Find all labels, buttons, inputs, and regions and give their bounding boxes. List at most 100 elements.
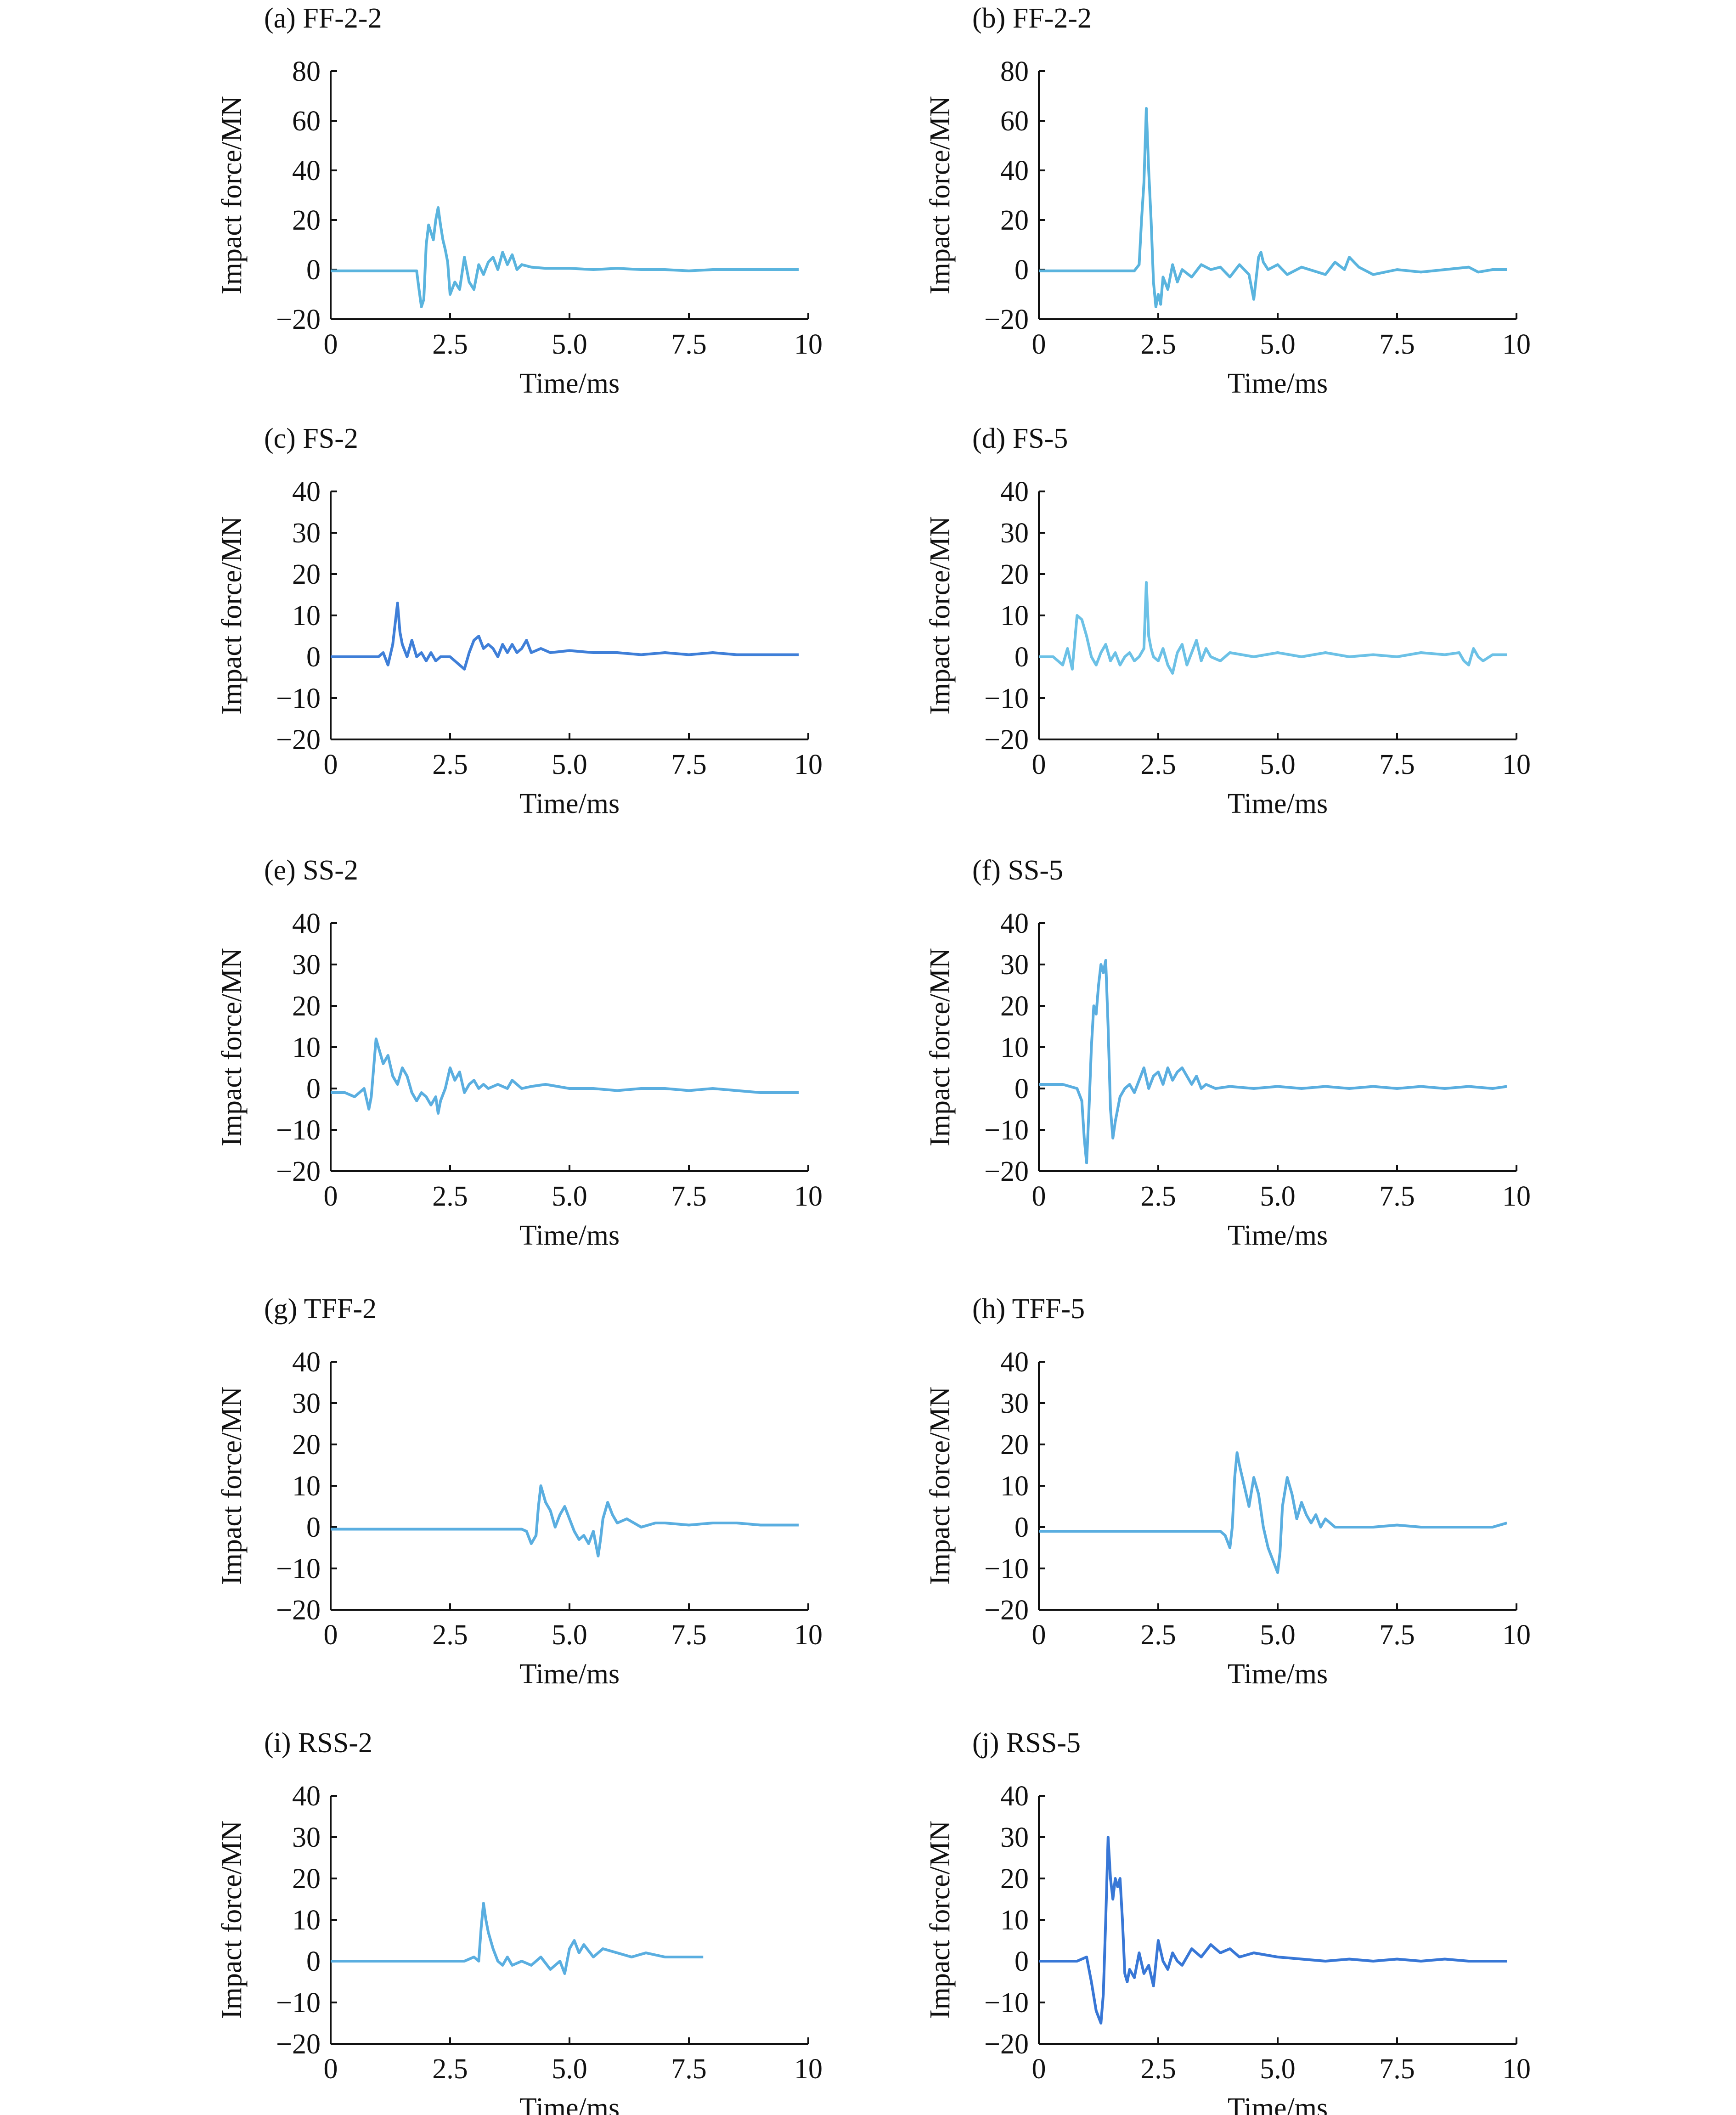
y-tick-label: 60	[292, 106, 321, 137]
y-tick-label: 40	[1000, 1781, 1029, 1812]
x-tick-label: 0	[1032, 1619, 1046, 1651]
y-tick-label: 10	[292, 600, 321, 632]
y-tick-label: −20	[276, 724, 321, 756]
y-tick-label: 20	[1000, 559, 1029, 590]
y-tick-label: 40	[292, 155, 321, 186]
y-tick-label: −10	[276, 1987, 321, 2019]
y-tick-label: 20	[1000, 991, 1029, 1022]
panel-title: (e) SS-2	[264, 855, 358, 886]
x-tick-label: 2.5	[432, 749, 468, 780]
y-tick-label: 80	[1000, 56, 1029, 87]
x-axis-label: Time/ms	[519, 2092, 620, 2115]
y-axis-label: Impact force/MN	[924, 516, 956, 715]
y-tick-label: 20	[292, 1863, 321, 1895]
y-tick-label: 0	[1015, 254, 1029, 286]
x-tick-label: 7.5	[1379, 329, 1415, 360]
y-tick-label: 20	[292, 205, 321, 236]
series-line	[331, 1038, 799, 1115]
x-tick-label: 5.0	[552, 329, 587, 360]
x-tick-label: 0	[324, 2053, 338, 2085]
x-tick-label: 0	[324, 1181, 338, 1212]
y-tick-label: −10	[276, 1553, 321, 1585]
x-axis-label: Time/ms	[1228, 368, 1328, 399]
x-tick-label: 5.0	[1260, 2053, 1296, 2085]
panel-c: (c) FS-2 0 2.5 5.0 7.5 10 40 30 20 10 0 −10 −20 Time/…	[216, 423, 823, 819]
x-axis-label: Time/ms	[519, 788, 620, 819]
series-line	[331, 602, 799, 671]
x-tick-label: 10	[794, 1181, 823, 1212]
x-tick-label: 2.5	[1140, 749, 1176, 780]
x-tick-label: 7.5	[671, 329, 707, 360]
y-tick-label: 0	[306, 1946, 321, 1977]
x-tick-label: 2.5	[432, 2053, 468, 2085]
x-tick-label: 10	[794, 2053, 823, 2085]
x-tick-label: 7.5	[1379, 2053, 1415, 2085]
y-tick-label: 0	[1015, 1512, 1029, 1543]
y-tick-label: 10	[1000, 1032, 1029, 1063]
x-tick-label: 7.5	[671, 1619, 707, 1651]
x-tick-label: 2.5	[1140, 1619, 1176, 1651]
y-tick-label: −10	[276, 1115, 321, 1146]
x-axis-label: Time/ms	[519, 1220, 620, 1251]
y-tick-label: 0	[1015, 642, 1029, 673]
y-tick-label: 20	[292, 991, 321, 1022]
y-axis-label: Impact force/MN	[924, 1821, 956, 2019]
y-tick-label: −10	[984, 683, 1029, 714]
series-line	[1039, 581, 1507, 675]
x-tick-label: 10	[794, 1619, 823, 1651]
y-tick-label: −10	[984, 1115, 1029, 1146]
x-tick-label: 5.0	[552, 749, 587, 780]
y-tick-label: −10	[984, 1553, 1029, 1585]
panel-f: (f) SS-5 0 2.5 5.0 7.5 10 40 30 20 10 0 −10 −20 Time/…	[924, 855, 1531, 1251]
x-tick-label: 0	[1032, 2053, 1046, 2085]
panel-j: (j) RSS-5 0 2.5 5.0 7.5 10 40 30 20 10 0 −10 −20 Time…	[924, 1727, 1531, 2115]
y-tick-label: 40	[1000, 1347, 1029, 1378]
y-tick-label: 10	[1000, 1905, 1029, 1936]
series-line	[331, 1902, 704, 1975]
panel-title: (b) FF-2-2	[972, 3, 1092, 34]
y-tick-label: −20	[276, 1595, 321, 1626]
y-tick-label: 20	[1000, 1429, 1029, 1461]
y-tick-label: 40	[1000, 476, 1029, 508]
panel-g: (g) TFF-2 0 2.5 5.0 7.5 10 40 30 20 10 0 −10 −20 Time…	[216, 1293, 823, 1690]
y-tick-label: 0	[1015, 1073, 1029, 1105]
y-tick-label: −20	[984, 2029, 1029, 2060]
y-tick-label: 0	[306, 1512, 321, 1543]
x-tick-label: 2.5	[432, 1619, 468, 1651]
y-axis-label: Impact force/MN	[216, 1821, 248, 2019]
y-tick-label: 10	[292, 1905, 321, 1936]
x-axis-label: Time/ms	[519, 1658, 620, 1690]
y-axis-label: Impact force/MN	[924, 1387, 956, 1585]
y-tick-label: 30	[1000, 949, 1029, 981]
y-tick-label: 30	[292, 518, 321, 549]
x-tick-label: 10	[1502, 749, 1531, 780]
y-tick-label: 10	[1000, 600, 1029, 632]
x-tick-label: 10	[1502, 329, 1531, 360]
x-tick-label: 0	[324, 329, 338, 360]
panel-title: (g) TFF-2	[264, 1293, 377, 1325]
panel-title: (c) FS-2	[264, 423, 358, 454]
y-tick-label: 20	[1000, 1863, 1029, 1895]
x-tick-label: 2.5	[1140, 2053, 1176, 2085]
series-line	[1039, 1836, 1507, 2025]
x-tick-label: 5.0	[1260, 1181, 1296, 1212]
y-tick-label: 40	[1000, 155, 1029, 186]
y-axis-label: Impact force/MN	[216, 948, 248, 1146]
panel-title: (a) FF-2-2	[264, 3, 382, 34]
x-tick-label: 7.5	[671, 749, 707, 780]
y-tick-label: −10	[276, 683, 321, 714]
y-axis-label: Impact force/MN	[216, 96, 248, 294]
x-tick-label: 10	[794, 749, 823, 780]
x-tick-label: 10	[1502, 2053, 1531, 2085]
x-tick-label: 5.0	[552, 1619, 587, 1651]
x-tick-label: 5.0	[1260, 329, 1296, 360]
y-tick-label: 10	[292, 1471, 321, 1502]
y-tick-label: 30	[292, 1822, 321, 1853]
x-tick-label: 0	[324, 749, 338, 780]
y-tick-label: 20	[292, 1429, 321, 1461]
y-tick-label: 30	[1000, 1388, 1029, 1419]
y-tick-label: −20	[984, 1595, 1029, 1626]
y-tick-label: 40	[292, 908, 321, 939]
panel-i: (i) RSS-2 0 2.5 5.0 7.5 10 40 30 20 10 0 −10 −20 Time…	[216, 1727, 823, 2115]
